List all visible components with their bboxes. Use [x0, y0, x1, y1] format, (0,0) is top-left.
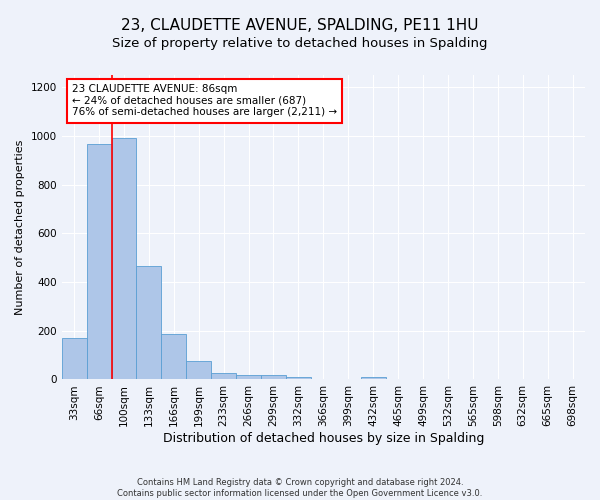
- Bar: [361, 376, 386, 380]
- Text: 23 CLAUDETTE AVENUE: 86sqm
← 24% of detached houses are smaller (687)
76% of sem: 23 CLAUDETTE AVENUE: 86sqm ← 24% of deta…: [72, 84, 337, 117]
- Bar: [211, 372, 236, 380]
- Bar: [136, 266, 161, 380]
- Bar: [86, 144, 112, 380]
- Bar: [286, 377, 311, 380]
- Y-axis label: Number of detached properties: Number of detached properties: [15, 140, 25, 315]
- X-axis label: Distribution of detached houses by size in Spalding: Distribution of detached houses by size …: [163, 432, 484, 445]
- Bar: [161, 334, 186, 380]
- Bar: [186, 361, 211, 380]
- Bar: [62, 338, 86, 380]
- Bar: [236, 374, 261, 380]
- Bar: [261, 376, 286, 380]
- Text: Contains HM Land Registry data © Crown copyright and database right 2024.
Contai: Contains HM Land Registry data © Crown c…: [118, 478, 482, 498]
- Text: 23, CLAUDETTE AVENUE, SPALDING, PE11 1HU: 23, CLAUDETTE AVENUE, SPALDING, PE11 1HU: [121, 18, 479, 32]
- Bar: [112, 138, 136, 380]
- Text: Size of property relative to detached houses in Spalding: Size of property relative to detached ho…: [112, 38, 488, 51]
